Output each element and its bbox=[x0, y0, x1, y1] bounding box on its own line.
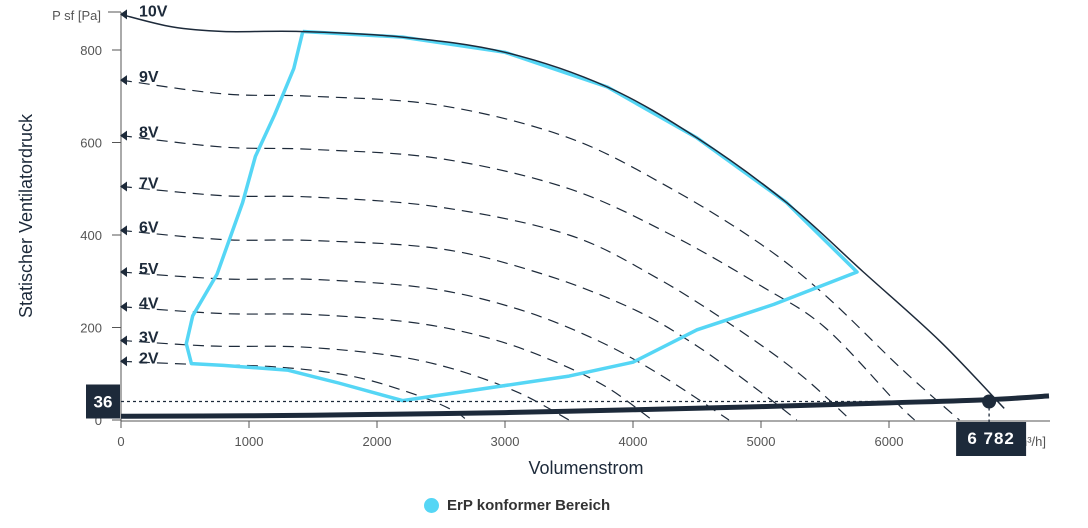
max-curve-10V bbox=[121, 13, 1005, 409]
voltage-curve-9V bbox=[121, 79, 960, 421]
x-value-badge-text: 6 782 bbox=[967, 429, 1015, 448]
x-tick-label: 1000 bbox=[235, 434, 264, 449]
y-value-badge bbox=[86, 384, 120, 419]
x-value-badge bbox=[956, 422, 1027, 456]
voltage-label-4V: 4V bbox=[139, 296, 159, 313]
y-axis-title: Statischer Ventilatordruck bbox=[16, 113, 36, 318]
voltage-curve-8V bbox=[121, 135, 916, 421]
voltage-arrow-6V bbox=[120, 225, 127, 236]
x-tick-label: 6000 bbox=[875, 434, 904, 449]
axes: P sf [Pa] 0 200 400 600 800 0 1000 2000 3000 4000 5… bbox=[16, 8, 1050, 478]
y-tick-label: 400 bbox=[80, 228, 102, 243]
voltage-arrow-10V bbox=[120, 9, 127, 20]
voltage-label-10V: 10V bbox=[139, 3, 168, 20]
voltage-label-8V: 8V bbox=[139, 125, 159, 142]
voltage-label-2V: 2V bbox=[139, 350, 159, 367]
voltage-curve-5V bbox=[121, 271, 730, 421]
curves bbox=[121, 13, 1050, 421]
x-tick-label: 0 bbox=[117, 434, 124, 449]
y-tick-label: 200 bbox=[80, 321, 102, 336]
y-tick-label: 0 bbox=[95, 413, 102, 428]
x-tick-label: 5000 bbox=[747, 434, 776, 449]
voltage-arrow-7V bbox=[120, 181, 127, 192]
y-tick-label: 800 bbox=[80, 43, 102, 58]
voltage-curve-6V bbox=[121, 229, 798, 421]
operating-point-dot bbox=[982, 394, 997, 409]
voltage-label-6V: 6V bbox=[139, 219, 159, 236]
voltage-arrow-9V bbox=[120, 75, 127, 86]
erp-region-outline bbox=[184, 29, 859, 403]
system-curve bbox=[121, 393, 1050, 419]
voltage-arrow-3V bbox=[120, 335, 127, 346]
voltage-label-5V: 5V bbox=[139, 261, 159, 278]
y-unit-label: P sf [Pa] bbox=[52, 8, 101, 23]
voltage-curve-7V bbox=[121, 185, 852, 421]
x-axis-title: Volumenstrom bbox=[528, 458, 643, 478]
y-value-badge-text: 36 bbox=[94, 393, 113, 412]
legend-label-erp: ErP konformer Bereich bbox=[447, 497, 611, 514]
x-tick-label: 2000 bbox=[363, 434, 392, 449]
voltage-arrow-5V bbox=[120, 267, 127, 277]
x-tick-label: 4000 bbox=[619, 434, 648, 449]
voltage-curve-3V bbox=[121, 339, 570, 421]
legend: ErP konformer Bereich bbox=[424, 497, 610, 514]
legend-swatch-erp bbox=[424, 498, 439, 513]
voltage-label-7V: 7V bbox=[139, 175, 159, 192]
voltage-arrow-2V bbox=[120, 356, 127, 367]
markers: 10V 9V 8V 7V 6V 5V 4V 3V 2V 36 6 782 bbox=[86, 3, 1027, 456]
y-tick-label: 600 bbox=[80, 136, 102, 151]
voltage-label-9V: 9V bbox=[139, 69, 159, 86]
voltage-arrow-4V bbox=[120, 301, 127, 312]
x-tick-label: 3000 bbox=[491, 434, 520, 449]
voltage-arrow-8V bbox=[120, 130, 127, 141]
voltage-label-3V: 3V bbox=[139, 329, 159, 346]
